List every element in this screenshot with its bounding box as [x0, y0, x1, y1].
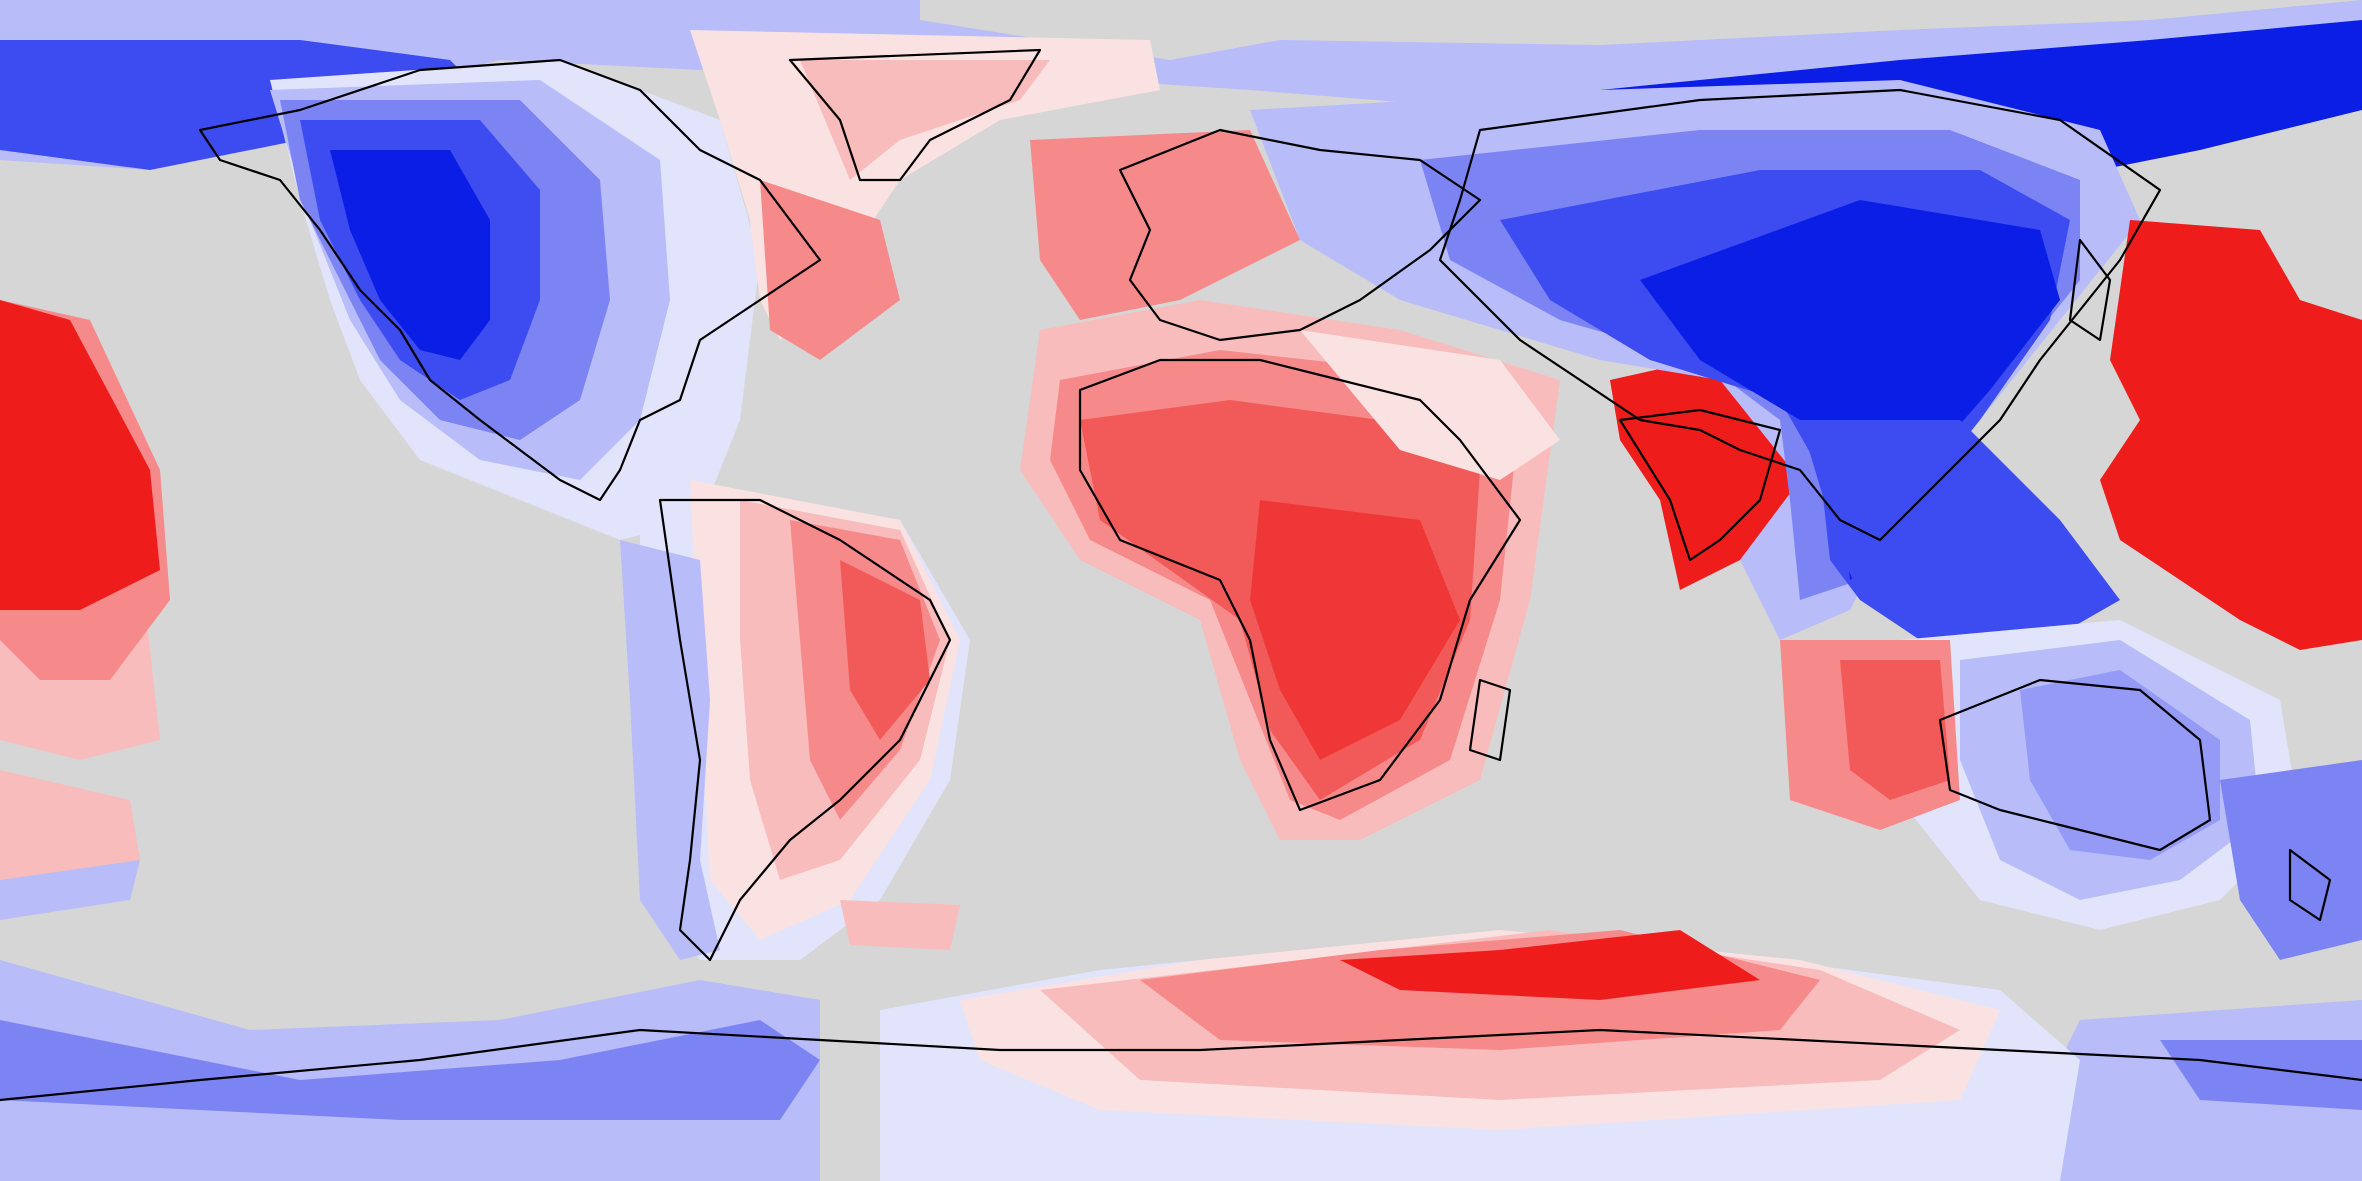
coast-south-america [658, 498, 952, 962]
australia-anomaly [1780, 620, 2362, 960]
aus-band-3 [2020, 670, 2220, 860]
coast-greenland [788, 48, 1042, 182]
coast-madagascar [1468, 678, 1512, 762]
coast-asia [1438, 88, 2162, 542]
arctic-inner-fill [0, 40, 500, 170]
coastlines [0, 48, 2362, 1102]
coast-europe [1118, 128, 1482, 342]
coast-north-america [198, 58, 822, 502]
west-pacific-fill [2100, 220, 2362, 650]
arabia-fill [1300, 330, 1560, 480]
south-america-anomaly [620, 480, 970, 960]
coast-africa [1078, 358, 1522, 812]
sa-band-5 [840, 560, 930, 740]
ant-blue-right-inner [2160, 1040, 2362, 1110]
east-asia-anomaly [1250, 80, 2140, 640]
coast-japan [2068, 238, 2112, 342]
coast-india [1618, 408, 1782, 562]
ant-blue-outer [0, 960, 820, 1181]
ep-core [0, 300, 160, 610]
north-america-anomaly [270, 60, 760, 540]
sa-south-red [840, 900, 960, 950]
coast-new-zealand [2288, 848, 2332, 922]
coast-australia [1938, 678, 2212, 852]
africa-core [1250, 500, 1460, 760]
greenland-inner [800, 60, 1050, 180]
coast-antarctica [0, 1028, 2362, 1102]
arctic-band-fill [0, 0, 2362, 170]
ep-south-blue [0, 860, 140, 920]
eurasia-band-4 [1640, 200, 2060, 580]
east-pacific-anomaly [0, 300, 170, 920]
ant-red-5 [1340, 930, 1760, 1000]
africa-anomaly [1020, 300, 1560, 840]
west-europe-fill [1030, 130, 1300, 320]
sa-west-blue [620, 540, 720, 960]
ant-blue-inner [0, 1020, 820, 1120]
antarctic-anomaly [0, 930, 2362, 1181]
na-band-5 [330, 150, 490, 360]
west-pacific-anomaly [2100, 220, 2362, 650]
se-asia-band [1800, 420, 2120, 640]
indian-ocean-red-2 [1840, 660, 1950, 800]
